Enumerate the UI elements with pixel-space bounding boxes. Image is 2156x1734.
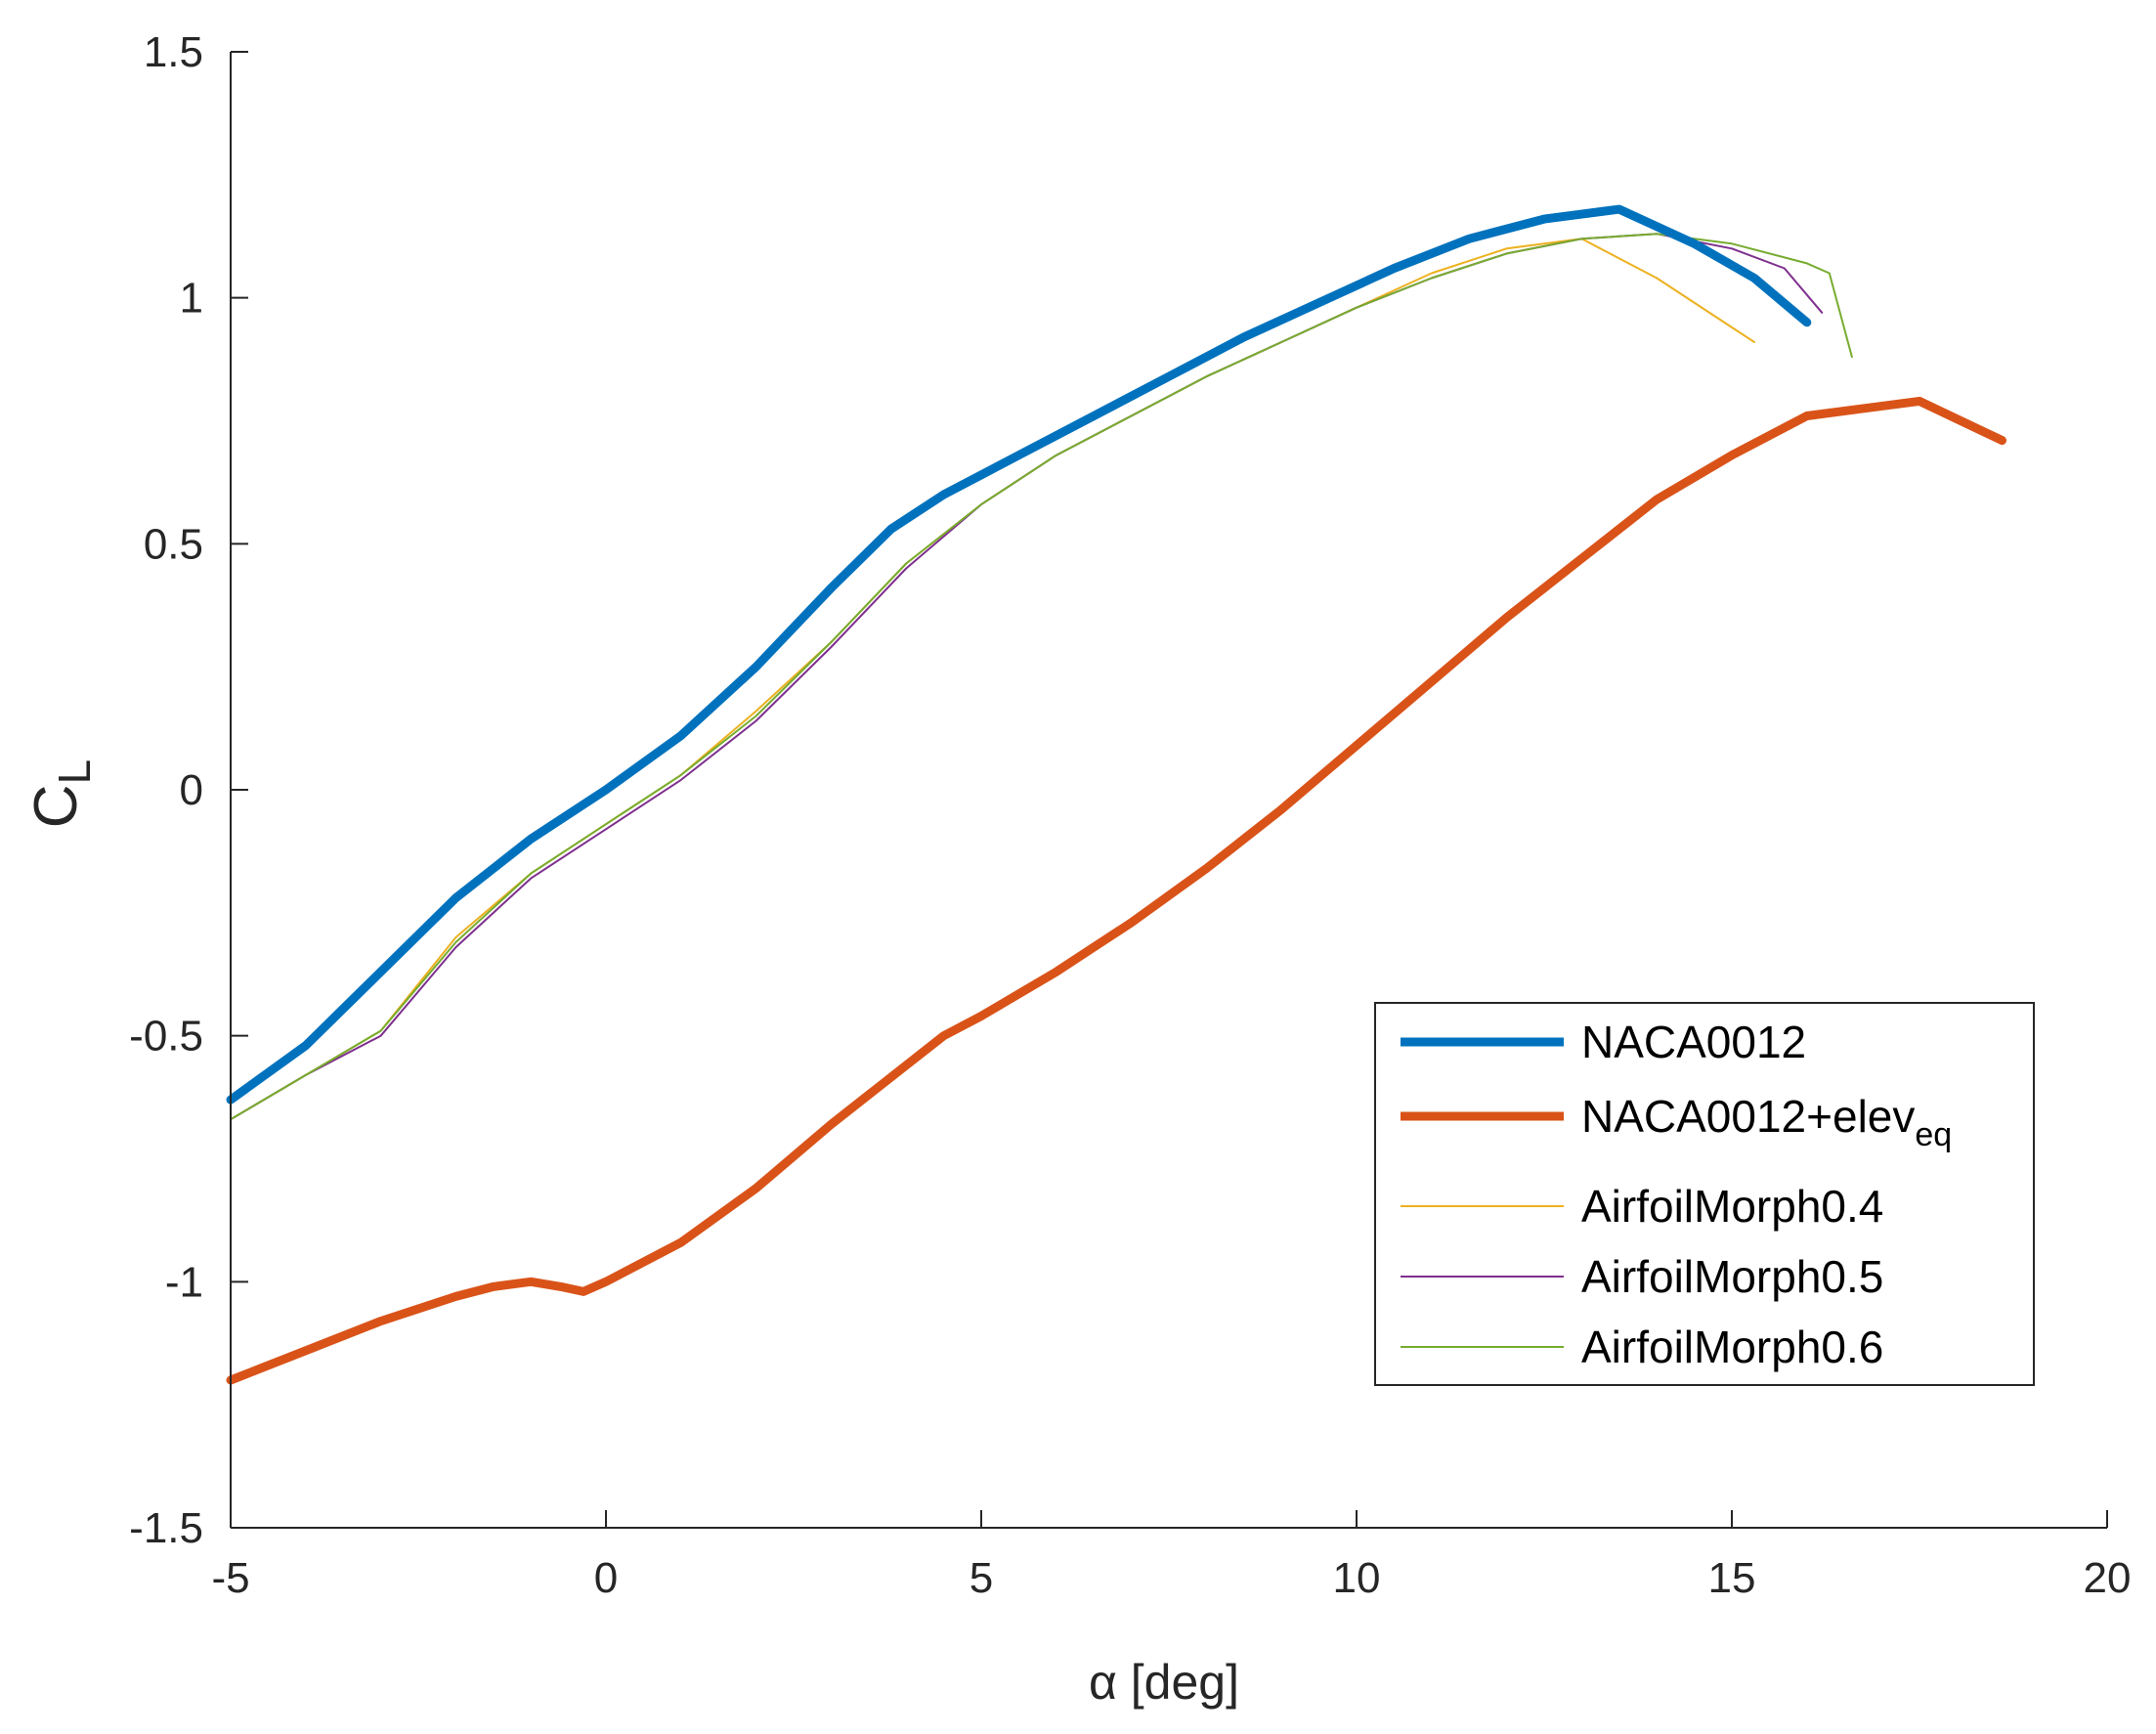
- y-axis-label-base: C: [22, 784, 90, 828]
- legend-box: [1374, 1002, 2035, 1386]
- x-axis-label: α [deg]: [1089, 1655, 1239, 1710]
- x-tick-label: 20: [2084, 1554, 2132, 1602]
- legend-label-base: AirfoilMorph0.4: [1581, 1181, 1883, 1232]
- x-tick-label: 0: [594, 1554, 618, 1602]
- x-tick-label: 15: [1708, 1554, 1756, 1602]
- y-axis-label: CL: [22, 759, 100, 828]
- series-line-naca0012-elev-eq: [226, 396, 2006, 1385]
- legend-label-airfoilmorph0-4: AirfoilMorph0.4: [1581, 1181, 1883, 1232]
- x-tick-label: 10: [1333, 1554, 1381, 1602]
- legend-label-base: AirfoilMorph0.6: [1581, 1322, 1883, 1372]
- y-tick-label: 1.5: [144, 28, 203, 76]
- y-tick-label: -1: [165, 1258, 203, 1306]
- legend-label-base: AirfoilMorph0.5: [1581, 1251, 1883, 1302]
- x-tick-label: -5: [211, 1554, 249, 1602]
- legend-label-naca0012-elev-eq: NACA0012+eleveq: [1581, 1091, 1952, 1153]
- y-tick-label: -0.5: [129, 1013, 203, 1061]
- y-axis-label-subscript: L: [49, 759, 100, 785]
- y-tick-label: -1.5: [129, 1504, 203, 1552]
- x-tick-label: 5: [970, 1554, 993, 1602]
- legend-label-base: NACA0012+elev: [1581, 1091, 1915, 1142]
- y-axis-ticks: 1.5 1 0.5 0 -0.5 -1 -1.5: [129, 28, 248, 1552]
- x-axis-ticks: -5 0 5 10 15 20: [211, 1510, 2131, 1602]
- y-tick-label: 0: [180, 766, 203, 814]
- legend-label-airfoilmorph0-6: AirfoilMorph0.6: [1581, 1322, 1883, 1372]
- y-tick-label: 1: [180, 275, 203, 323]
- legend-label-airfoilmorph0-5: AirfoilMorph0.5: [1581, 1251, 1883, 1302]
- series-line-naca0012: [226, 204, 1812, 1105]
- legend-label-naca0012: NACA0012: [1581, 1017, 1806, 1067]
- y-tick-label: 0.5: [144, 520, 203, 568]
- legend-label-subscript: eq: [1915, 1116, 1952, 1153]
- legend-label-base: NACA0012: [1581, 1017, 1806, 1067]
- plot-lines: [226, 204, 2006, 1385]
- legend: NACA0012 NACA0012+eleveq AirfoilMorph0.4 Ai…: [1374, 1002, 2035, 1386]
